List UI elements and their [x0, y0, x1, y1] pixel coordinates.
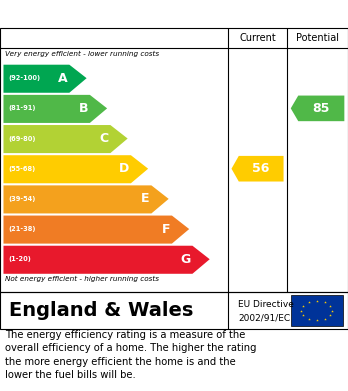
Text: EU Directive: EU Directive [238, 300, 294, 309]
Polygon shape [3, 125, 128, 153]
Polygon shape [3, 246, 210, 274]
Text: England & Wales: England & Wales [9, 301, 193, 320]
Text: Very energy efficient - lower running costs: Very energy efficient - lower running co… [5, 50, 159, 57]
Text: 56: 56 [252, 162, 270, 175]
Polygon shape [3, 95, 107, 123]
Text: (69-80): (69-80) [9, 136, 36, 142]
Text: E: E [141, 192, 150, 205]
Text: The energy efficiency rating is a measure of the
overall efficiency of a home. T: The energy efficiency rating is a measur… [5, 330, 257, 380]
Text: Not energy efficient - higher running costs: Not energy efficient - higher running co… [5, 276, 159, 282]
Text: A: A [58, 72, 68, 85]
Text: (92-100): (92-100) [9, 75, 41, 81]
Text: (21-38): (21-38) [9, 226, 36, 232]
Text: Current: Current [239, 33, 276, 43]
Text: B: B [79, 102, 88, 115]
Text: C: C [100, 132, 109, 145]
Text: 85: 85 [313, 102, 330, 115]
Bar [291, 295, 343, 326]
Text: (81-91): (81-91) [9, 105, 36, 111]
Text: Energy Efficiency Rating: Energy Efficiency Rating [9, 7, 219, 22]
Polygon shape [3, 215, 189, 244]
Polygon shape [3, 185, 169, 213]
Polygon shape [291, 95, 345, 121]
Polygon shape [3, 65, 87, 93]
Text: F: F [162, 222, 170, 235]
Polygon shape [231, 156, 284, 181]
Text: D: D [119, 162, 129, 175]
Text: 2002/91/EC: 2002/91/EC [238, 314, 291, 323]
Text: (55-68): (55-68) [9, 166, 36, 172]
Polygon shape [3, 155, 148, 183]
Text: (1-20): (1-20) [9, 256, 32, 262]
Text: (39-54): (39-54) [9, 196, 36, 202]
Text: Potential: Potential [296, 33, 339, 43]
Text: G: G [181, 253, 191, 266]
